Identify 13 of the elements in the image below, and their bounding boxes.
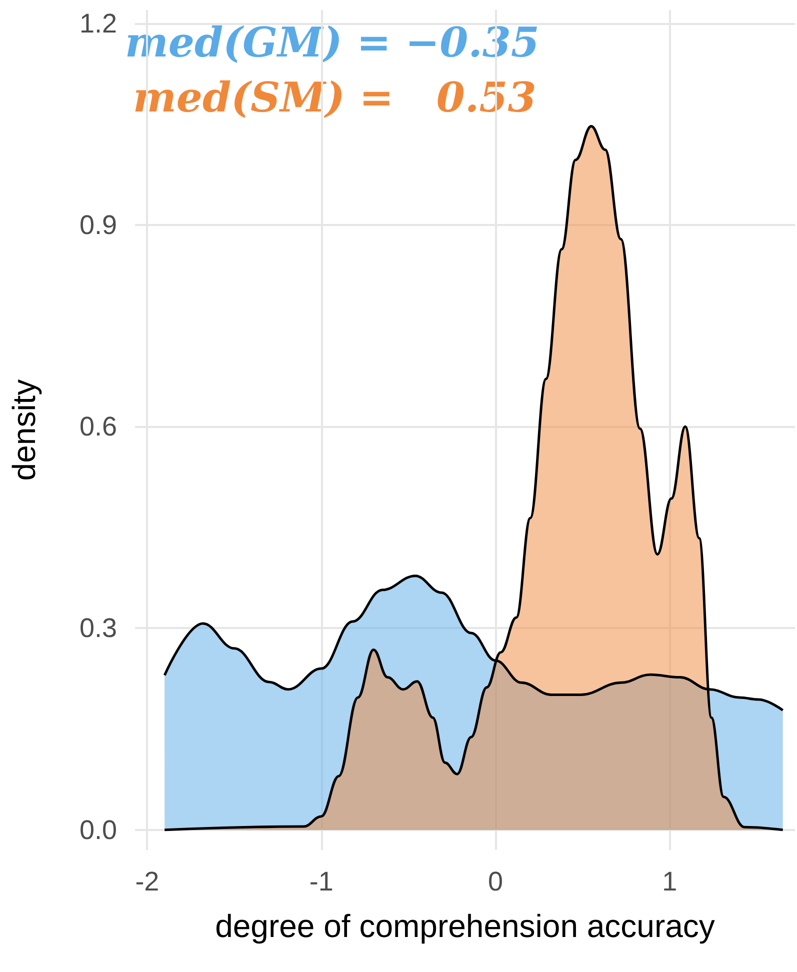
x-tick-label: 0 xyxy=(488,866,503,896)
y-axis-title: density xyxy=(6,379,42,481)
y-tick-label: 0.9 xyxy=(79,210,117,240)
y-tick-label: 1.2 xyxy=(79,8,117,38)
annotation: med(SM) = 0.53 xyxy=(133,74,536,122)
x-tick-label: 1 xyxy=(662,866,678,896)
y-tick-label: 0.0 xyxy=(79,814,117,845)
x-tick-label: -2 xyxy=(135,866,160,896)
y-tick-label: 0.6 xyxy=(79,412,117,442)
annotation: med(GM) = −0.35 xyxy=(125,18,540,66)
x-axis-title: degree of comprehension accuracy xyxy=(215,908,715,944)
x-tick-label: -1 xyxy=(309,866,334,896)
y-tick-label: 0.3 xyxy=(79,613,117,644)
